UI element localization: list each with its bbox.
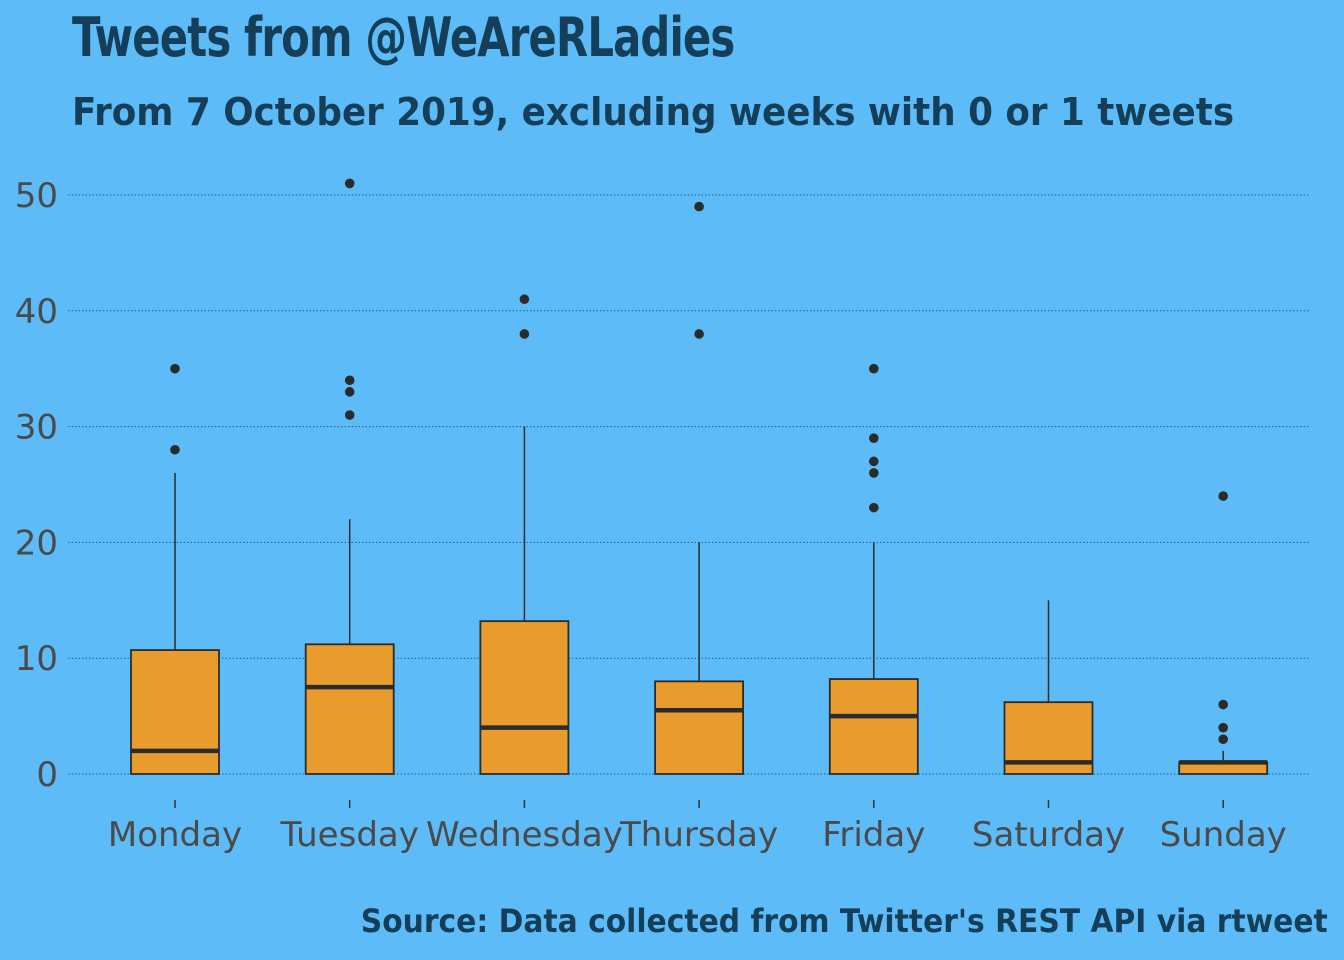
y-axis: 0 10 20 30 40 50 [15, 176, 58, 795]
y-tick-label: 20 [15, 523, 58, 563]
box-iqr [304, 643, 395, 775]
y-tick-label: 10 [15, 639, 58, 679]
outlier-point [170, 363, 180, 374]
outlier-point [869, 468, 879, 478]
box-iqr [828, 678, 919, 775]
outlier-point [170, 444, 180, 455]
boxes [130, 178, 1269, 775]
y-tick-label: 30 [15, 408, 58, 448]
box-sunday [1178, 491, 1269, 775]
chart-title: Tweets from @WeAreRLadies [72, 6, 735, 69]
x-tick-label: Saturday [972, 815, 1125, 855]
outlier-point [1218, 491, 1228, 501]
outlier-point [519, 294, 530, 305]
outlier-point [344, 410, 355, 420]
outlier-point [869, 433, 879, 443]
outlier-point [1218, 699, 1228, 710]
box-friday [828, 363, 919, 775]
x-tick-label: Sunday [1160, 815, 1287, 855]
outlier-point [344, 178, 355, 189]
box-tuesday [304, 178, 395, 775]
outlier-point [519, 329, 530, 339]
outlier-point [694, 201, 704, 212]
box-saturday [1003, 600, 1094, 775]
x-tick-label: Tuesday [280, 815, 419, 855]
chart-caption: Source: Data collected from Twitter's RE… [361, 902, 1328, 940]
outlier-point [344, 375, 355, 386]
box-iqr [130, 649, 220, 775]
outlier-point [869, 363, 879, 374]
box-monday [130, 363, 220, 775]
x-tick-label: Friday [822, 815, 925, 855]
outlier-point [1218, 722, 1228, 733]
x-tick-label: Wednesday [426, 815, 623, 855]
box-wednesday [479, 294, 570, 775]
y-tick-label: 40 [15, 292, 58, 332]
y-tick-label: 0 [36, 755, 58, 795]
y-tick-label: 50 [15, 176, 58, 216]
outlier-point [1218, 734, 1228, 745]
outlier-point [344, 387, 355, 397]
box-iqr [654, 680, 744, 775]
chart-subtitle: From 7 October 2019, excluding weeks wit… [72, 90, 1235, 134]
outlier-point [869, 456, 879, 467]
x-tick-label: Thursday [619, 815, 778, 855]
box-thursday [654, 201, 744, 775]
x-tick-label: Monday [108, 815, 242, 855]
outlier-point [869, 502, 879, 513]
outlier-point [694, 329, 704, 339]
box-iqr [479, 620, 570, 775]
